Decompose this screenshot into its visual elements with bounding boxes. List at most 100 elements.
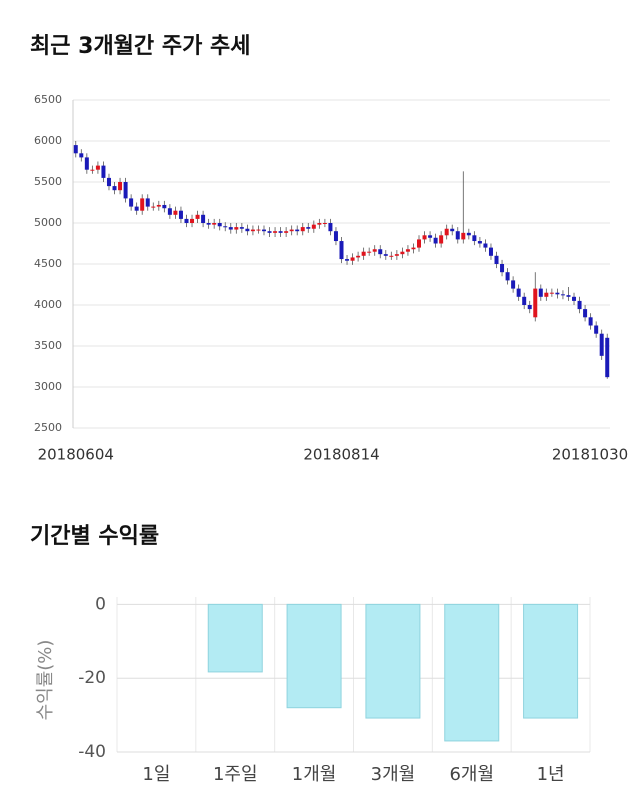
y-tick-label: 3000	[34, 380, 62, 393]
candle-body	[372, 249, 377, 252]
bar	[365, 603, 421, 719]
candle-body	[212, 223, 217, 225]
y-tick-label: 2500	[34, 421, 62, 434]
x-tick-label: 20180814	[303, 446, 379, 464]
candle-body	[494, 255, 499, 264]
candle-body	[472, 235, 477, 242]
candle-body	[178, 210, 183, 219]
candle-body	[95, 165, 100, 170]
bar	[523, 603, 579, 719]
candle-body	[461, 232, 466, 240]
candle-body	[256, 229, 261, 231]
candle-body	[544, 292, 549, 297]
x-tick-label: 3개월	[371, 764, 416, 785]
candle-body	[156, 204, 161, 207]
x-tick-label: 20180604	[38, 446, 114, 464]
candle-body	[428, 235, 433, 238]
candle-body	[599, 333, 604, 356]
candle-body	[378, 249, 383, 255]
bar	[444, 603, 500, 742]
candle-body	[411, 247, 416, 250]
candle-body	[217, 223, 222, 227]
candle-body	[345, 259, 350, 261]
candle-body	[267, 231, 272, 233]
bar	[207, 603, 263, 673]
candle-body	[488, 247, 493, 256]
x-tick-label: 1주일	[213, 764, 258, 785]
candle-body	[361, 251, 366, 256]
candle-body	[433, 237, 438, 244]
candle-body	[284, 231, 289, 233]
candle-body	[560, 294, 565, 296]
candle-body	[594, 325, 599, 334]
candle-body	[250, 229, 255, 232]
candle-body	[450, 228, 455, 232]
y-tick-label: 3500	[34, 339, 62, 352]
x-tick-label: 20181030	[552, 446, 628, 464]
candle-body	[300, 227, 305, 232]
candle-body	[134, 206, 139, 211]
candle-body	[516, 288, 521, 297]
candle-body	[90, 169, 95, 171]
candle-body	[505, 272, 510, 281]
candle-body	[295, 229, 300, 232]
candle-body	[140, 198, 145, 211]
x-tick-label: 1년	[537, 764, 565, 785]
candle-body	[306, 227, 311, 229]
y-tick-label: -20	[78, 668, 106, 688]
candle-body	[245, 228, 250, 232]
candle-body	[289, 229, 294, 232]
candle-body	[577, 300, 582, 310]
candle-body	[549, 292, 554, 294]
candle-body	[84, 157, 89, 170]
candle-body	[234, 227, 239, 230]
candle-body	[466, 232, 471, 236]
y-tick-label: 6000	[34, 134, 62, 147]
bar	[286, 603, 342, 709]
chart-title: 최근 3개월간 주가 추세	[30, 34, 250, 59]
y-tick-label: 5500	[34, 175, 62, 188]
candle-body	[555, 292, 560, 295]
candle-body	[123, 182, 128, 199]
candle-body	[73, 145, 78, 154]
y-axis-label: 수익률(%)	[35, 640, 56, 721]
y-tick-label: 6500	[34, 93, 62, 106]
candle-body	[477, 241, 482, 244]
y-tick-label: 4500	[34, 257, 62, 270]
y-tick-label: 0	[95, 594, 106, 614]
candle-body	[422, 235, 427, 240]
candle-body	[350, 257, 355, 261]
candle-body	[261, 229, 266, 232]
candle-body	[333, 231, 338, 242]
candle-body	[455, 231, 460, 240]
candle-body	[311, 224, 316, 229]
candle-body	[339, 241, 344, 260]
candle-body	[538, 288, 543, 297]
candle-body	[223, 226, 228, 228]
candle-body	[184, 218, 189, 223]
candle-body	[195, 214, 200, 219]
candle-body	[145, 198, 150, 207]
candle-body	[106, 177, 111, 187]
candle-body	[527, 305, 532, 310]
candle-body	[583, 309, 588, 318]
candle-body	[588, 317, 593, 326]
candle-body	[383, 254, 388, 256]
candle-body	[356, 255, 361, 258]
candle-body	[278, 231, 283, 233]
candle-body	[500, 264, 505, 273]
x-tick-label: 1개월	[292, 764, 337, 785]
candle-body	[389, 255, 394, 257]
candle-body	[239, 227, 244, 229]
candle-body	[511, 280, 516, 289]
candle-body	[400, 251, 405, 255]
candle-body	[322, 223, 327, 224]
candle-body	[533, 288, 538, 318]
x-tick-label: 1일	[142, 764, 170, 785]
x-tick-label: 6개월	[449, 764, 494, 785]
chart-title: 기간별 수익률	[30, 524, 159, 549]
candle-body	[405, 249, 410, 252]
candle-body	[167, 208, 172, 215]
candle-body	[367, 251, 372, 253]
